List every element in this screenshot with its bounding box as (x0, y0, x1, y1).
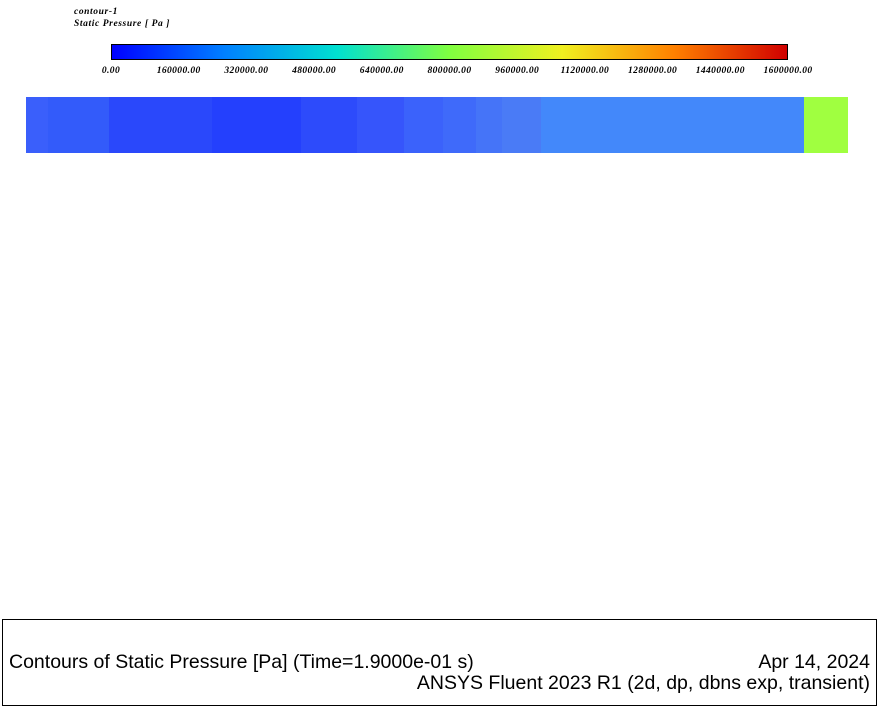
legend-quantity: Static Pressure [ Pa ] (74, 19, 171, 29)
footer-caption: Contours of Static Pressure [Pa] (Time=1… (9, 651, 474, 673)
footer-solver: ANSYS Fluent 2023 R1 (2d, dp, dbns exp, … (416, 672, 870, 694)
contour-band (442, 97, 476, 153)
footer-date: Apr 14, 2024 (758, 651, 870, 673)
tick-label: 1120000.00 (560, 66, 610, 76)
contour-band (804, 97, 848, 153)
contour-band (404, 97, 443, 153)
tick-label: 480000.00 (292, 66, 337, 76)
contour-band (211, 97, 301, 153)
legend-contour-name: contour-1 (74, 7, 118, 17)
contour-band (48, 97, 110, 153)
tick-label: 1280000.00 (628, 66, 678, 76)
tick-label: 640000.00 (359, 66, 404, 76)
contour-band (475, 97, 502, 153)
contour-band (26, 97, 49, 153)
tick-label: 1600000.00 (763, 66, 813, 76)
tick-label: 1440000.00 (695, 66, 745, 76)
contour-band (501, 97, 541, 153)
contour-band (300, 97, 358, 153)
legend-title: contour-1 Static Pressure [ Pa ] (74, 6, 170, 30)
tick-label: 800000.00 (427, 66, 472, 76)
colorbar (111, 44, 788, 60)
contour-band (357, 97, 405, 153)
tick-label: 320000.00 (224, 66, 269, 76)
contour-field (26, 97, 848, 153)
colorbar-ticks: 0.00 160000.00 320000.00 480000.00 640000.00… (0, 66, 880, 80)
contour-band (109, 97, 212, 153)
tick-label: 0.00 (101, 66, 121, 76)
contour-band (540, 97, 805, 153)
tick-label: 160000.00 (156, 66, 201, 76)
footer-panel: Contours of Static Pressure [Pa] (Time=1… (2, 619, 877, 706)
tick-label: 960000.00 (495, 66, 540, 76)
